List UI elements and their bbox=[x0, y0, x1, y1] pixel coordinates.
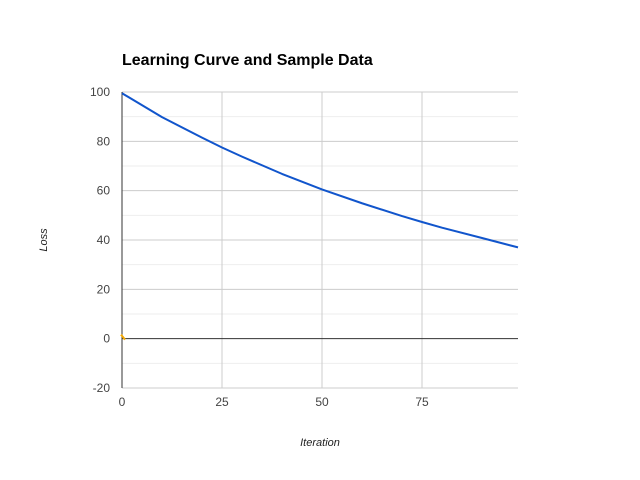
y-tick-label: 20 bbox=[97, 282, 111, 296]
y-tick-label: 60 bbox=[97, 184, 111, 198]
y-tick-label: 40 bbox=[97, 233, 111, 247]
x-tick-label: 75 bbox=[415, 395, 429, 409]
x-axis-title: Iteration bbox=[300, 437, 340, 449]
chart-title: Learning Curve and Sample Data bbox=[122, 52, 373, 69]
series-line-0 bbox=[121, 92, 519, 249]
y-tick-label: 100 bbox=[90, 85, 110, 99]
x-tick-label: 50 bbox=[315, 395, 329, 409]
x-tick-label: 0 bbox=[119, 395, 126, 409]
y-tick-label: 80 bbox=[97, 134, 111, 148]
series-point-1 bbox=[120, 334, 126, 341]
y-tick-label: 0 bbox=[103, 332, 110, 346]
x-tick-label: 25 bbox=[215, 395, 229, 409]
y-tick-label: -20 bbox=[93, 381, 111, 395]
